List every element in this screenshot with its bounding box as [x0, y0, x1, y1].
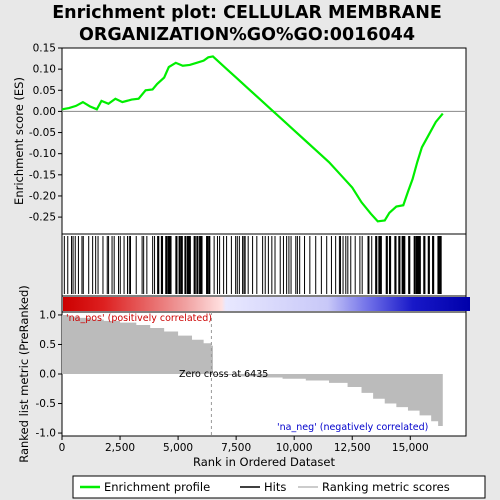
zero-cross-label: Zero cross at 6435 — [179, 369, 268, 380]
ranked-x-tick-label: 7,500 — [221, 442, 251, 454]
ranked-y-tick-label: 1.0 — [39, 309, 56, 321]
ranked-y-axis-label: Ranked list metric (PreRanked) — [17, 285, 31, 463]
ranked-x-tick-label: 12,500 — [334, 442, 371, 454]
hits-panel-frame — [61, 233, 467, 297]
ranked-y-axis: 1.0 0.5 0.0 -0.5 -1.0 — [36, 309, 62, 440]
ranked-y-tick-label: -1.0 — [36, 428, 57, 440]
ranked-x-tick-label: 5,000 — [163, 442, 193, 454]
chart-title-line-1: Enrichment plot: CELLULAR MEMBRANE — [52, 3, 442, 23]
legend-ranking-label: Ranking metric scores — [322, 480, 450, 494]
es-y-tick-label: -0.05 — [29, 127, 56, 139]
ranked-x-tick-label: 10,000 — [276, 442, 313, 454]
ranked-x-tick-label: 2,500 — [105, 442, 135, 454]
es-y-tick-label: -0.10 — [29, 148, 56, 160]
ranked-x-tick-label: 0 — [59, 442, 66, 454]
legend-box — [72, 475, 486, 499]
hit-markers — [63, 236, 442, 294]
es-y-tick-label: -0.20 — [29, 190, 56, 202]
rank-colorbar — [63, 297, 470, 311]
legend-hits-label: Hits — [264, 480, 286, 494]
es-y-tick-label: 0.05 — [33, 85, 56, 97]
ranked-x-axis: 0 2,500 5,000 7,500 10,000 12,500 15,000 — [59, 436, 429, 454]
ranked-x-tick-label: 15,000 — [392, 442, 429, 454]
es-y-tick-label: -0.15 — [29, 169, 56, 181]
es-y-tick-label: 0.10 — [33, 64, 56, 76]
ranked-y-tick-label: 0.0 — [39, 369, 56, 381]
positive-correlation-label: 'na_pos' (positively correlated) — [66, 313, 212, 324]
ranking-metric-area — [62, 314, 443, 434]
es-y-axis-label: Enrichment score (ES) — [12, 77, 26, 205]
ranked-y-tick-label: 0.5 — [39, 339, 56, 351]
es-y-tick-label: 0.00 — [33, 106, 56, 118]
ranked-x-axis-label: Rank in Ordered Dataset — [193, 455, 336, 469]
enrichment-profile-line — [61, 55, 444, 223]
es-y-tick-label: -0.25 — [29, 212, 56, 224]
es-y-tick-label: 0.15 — [33, 43, 56, 55]
negative-correlation-label: 'na_neg' (negatively correlated) — [277, 422, 428, 433]
legend-enrichment-label: Enrichment profile — [104, 480, 210, 494]
chart-title-line-2: ORGANIZATION%GO%GO:0016044 — [79, 25, 415, 45]
es-y-axis: 0.15 0.10 0.05 0.00 -0.05 -0.10 -0.15 -0.20 -0.2… — [29, 43, 62, 224]
es-panel-frame — [61, 47, 467, 235]
ranked-y-tick-label: -0.5 — [36, 398, 57, 410]
